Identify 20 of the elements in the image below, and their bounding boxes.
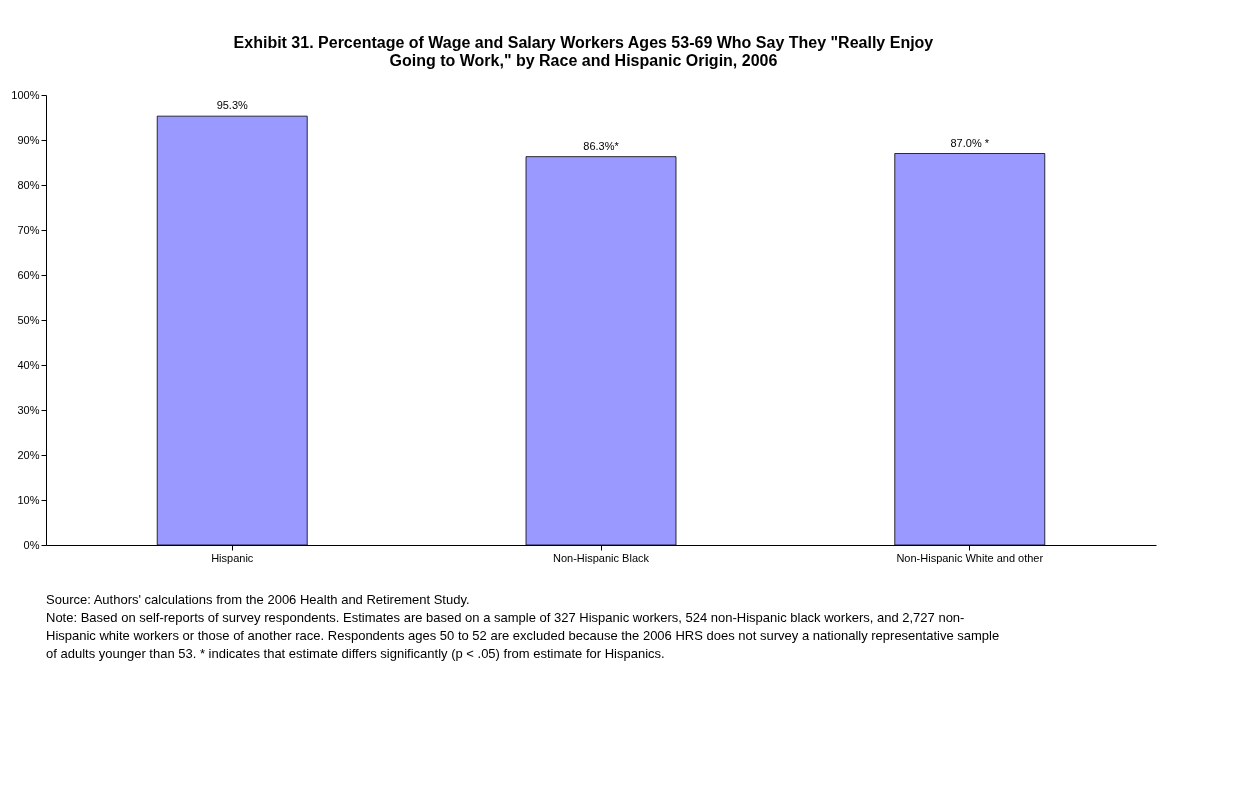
y-tick-label: 40% — [17, 358, 40, 371]
y-tick-label: 20% — [17, 448, 40, 461]
data-label: 95.3% — [216, 99, 249, 112]
x-tick-label: Non-Hispanic Black — [553, 551, 650, 564]
data-label: 87.0% * — [950, 136, 990, 149]
y-tick-label: 90% — [17, 133, 40, 146]
data-label: 86.3%* — [583, 139, 620, 152]
y-tick-label: 0% — [23, 538, 40, 551]
y-tick-label: 30% — [17, 403, 40, 416]
x-tick-label: Non-Hispanic White and other — [896, 551, 1044, 564]
y-tick-label: 10% — [17, 493, 40, 506]
y-tick-label: 50% — [17, 313, 40, 326]
x-tick-label: Hispanic — [211, 551, 254, 564]
y-tick-label: 100% — [11, 88, 40, 101]
y-tick-label: 70% — [17, 223, 40, 236]
y-tick-label: 60% — [17, 268, 40, 281]
text: Note: Based on self-reports of survey respondents. Estimates are based on a sample of 327 Hispanic workers, 524 non-Hispanic black workers, and 2,727 non-Hispanic white workers or those of another race. Respondents ages 50 to 52 are excluded because the 2006 HRS does not survey a nationally representative sample of adults younger than 53. * indicates that estimate differs significantly (p < .05) from estimate for Hispanics. — [46, 610, 1000, 661]
y-tick-label: 80% — [17, 178, 40, 191]
source-note: Source: Authors' calculations from the 2006 Health and Retirement Study. — [46, 592, 470, 607]
chart-title: Exhibit 31. Percentage of Wage and Salary Workers Ages 53-69 Who Say They "Really Enjoy Going to Work," by Race and Hispanic Origin, 2006 — [233, 34, 934, 69]
